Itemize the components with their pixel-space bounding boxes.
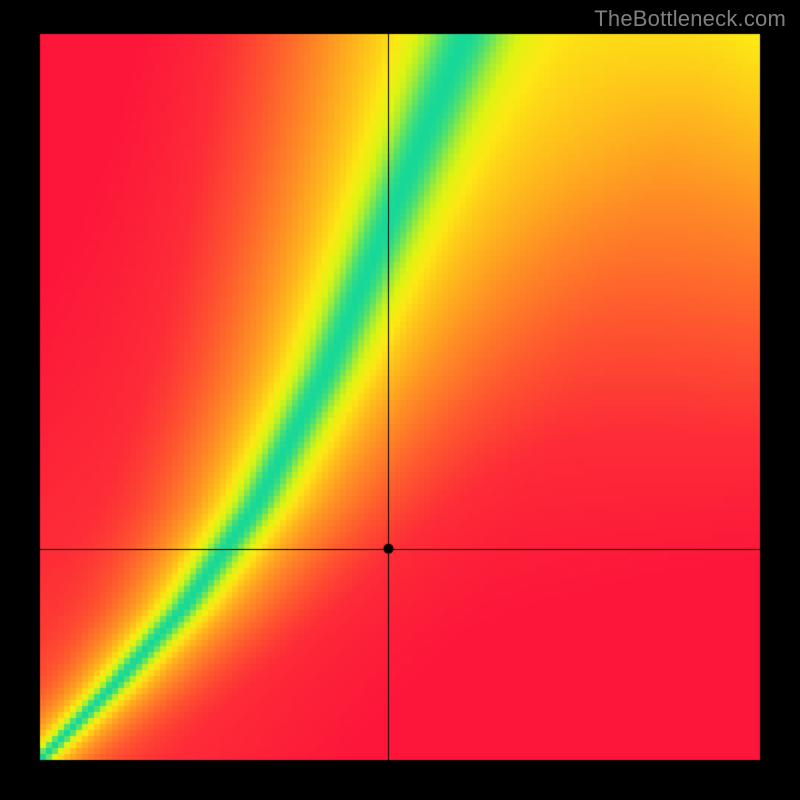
bottleneck-heatmap [0,0,800,800]
chart-container: TheBottleneck.com [0,0,800,800]
watermark-text: TheBottleneck.com [594,6,786,32]
